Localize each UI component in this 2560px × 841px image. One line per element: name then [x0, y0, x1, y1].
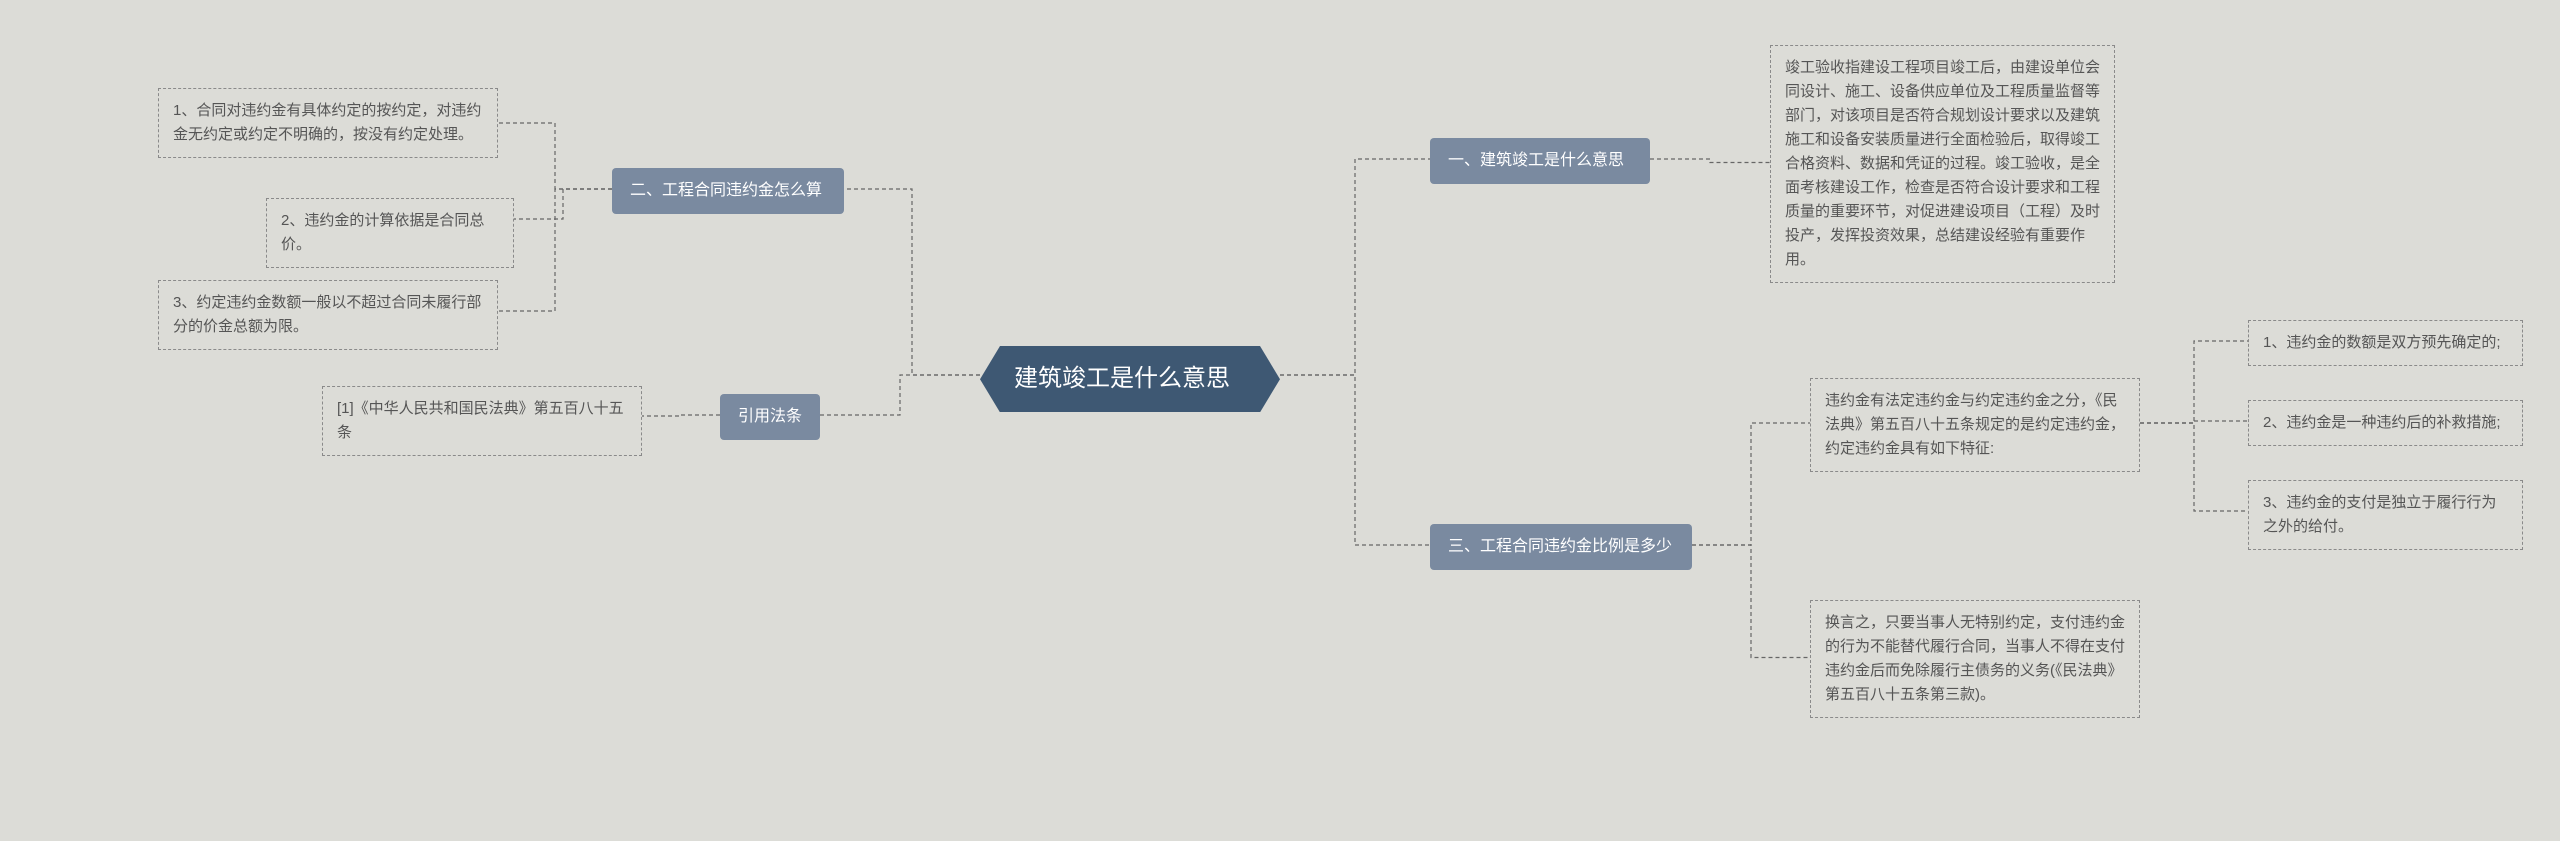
left-branch-0: 二、工程合同违约金怎么算 — [612, 168, 844, 214]
right-branch-1: 三、工程合同违约金比例是多少 — [1430, 524, 1692, 570]
left-branch-0-leaf-1: 2、违约金的计算依据是合同总价。 — [266, 198, 514, 268]
right-branch-1-leaf-0-sub-0: 1、违约金的数额是双方预先确定的; — [2248, 320, 2523, 366]
left-branch-1: 引用法条 — [720, 394, 820, 440]
left-branch-0-leaf-0: 1、合同对违约金有具体约定的按约定，对违约金无约定或约定不明确的，按没有约定处理… — [158, 88, 498, 158]
left-branch-0-leaf-2: 3、约定违约金数额一般以不超过合同未履行部分的价金总额为限。 — [158, 280, 498, 350]
right-branch-0-leaf-0: 竣工验收指建设工程项目竣工后，由建设单位会同设计、施工、设备供应单位及工程质量监… — [1770, 45, 2115, 283]
right-branch-1-leaf-1: 换言之，只要当事人无特别约定，支付违约金的行为不能替代履行合同，当事人不得在支付… — [1810, 600, 2140, 718]
right-branch-1-leaf-0: 违约金有法定违约金与约定违约金之分，《民法典》第五百八十五条规定的是约定违约金，… — [1810, 378, 2140, 472]
left-branch-1-leaf-0: [1]《中华人民共和国民法典》第五百八十五条 — [322, 386, 642, 456]
right-branch-0: 一、建筑竣工是什么意思 — [1430, 138, 1650, 184]
right-branch-1-leaf-0-sub-1: 2、违约金是一种违约后的补救措施; — [2248, 400, 2523, 446]
right-branch-1-leaf-0-sub-2: 3、违约金的支付是独立于履行行为之外的给付。 — [2248, 480, 2523, 550]
center-node: 建筑竣工是什么意思 — [980, 346, 1280, 412]
